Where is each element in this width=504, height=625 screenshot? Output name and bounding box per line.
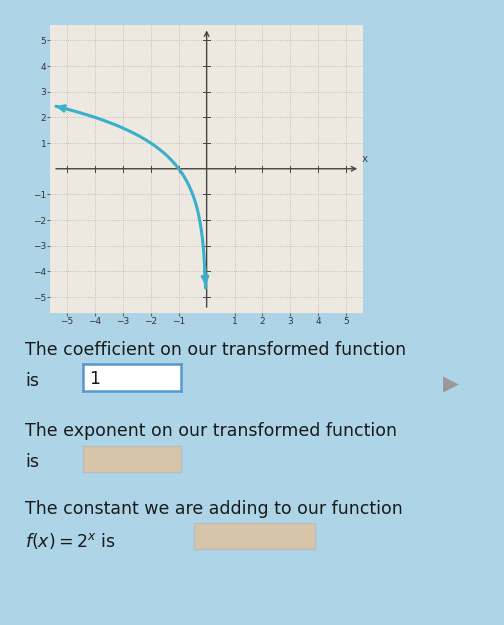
Text: The exponent on our transformed function: The exponent on our transformed function (25, 422, 397, 440)
Text: $f(x) = 2^x$ is: $f(x) = 2^x$ is (25, 531, 116, 551)
Text: x: x (361, 154, 367, 164)
Text: The coefficient on our transformed function: The coefficient on our transformed funct… (25, 341, 406, 359)
Text: is: is (25, 372, 39, 390)
Text: The constant we are adding to our function: The constant we are adding to our functi… (25, 500, 403, 518)
Text: ▶: ▶ (443, 374, 459, 394)
Text: 1: 1 (89, 370, 100, 388)
Text: is: is (25, 453, 39, 471)
